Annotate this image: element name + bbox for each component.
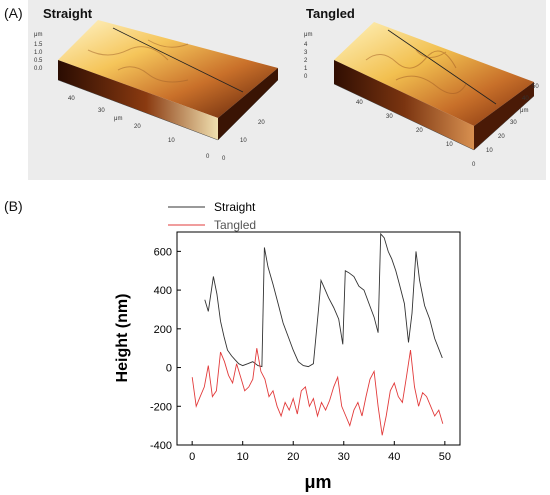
legend-label-tangled: Tangled — [214, 218, 256, 232]
afm-right-x-tick: 10 — [446, 142, 453, 148]
afm-right-z-tick: 1 — [304, 66, 308, 72]
afm-tangled-texture — [365, 49, 467, 94]
afm-left-y-tick: 10 — [240, 138, 247, 144]
y-tick-label: 600 — [154, 246, 172, 258]
legend-label-straight: Straight — [214, 200, 256, 214]
afm-tangled-profile-line — [387, 29, 497, 105]
x-tick-label: 30 — [338, 451, 350, 463]
afm-left-x-tick: 40 — [68, 96, 75, 102]
afm-straight-profile-line — [112, 27, 244, 93]
afm-right-y-tick: 20 — [498, 134, 505, 140]
afm-left-x-tick: 10 — [168, 138, 175, 144]
afm-right-z-tick: 0 — [304, 74, 308, 80]
afm-left-z-tick: 1.5 — [34, 42, 43, 48]
y-tick-label: -200 — [150, 401, 172, 413]
afm-images-panel: μm 1.5 1.0 0.5 0.0 40 30 μm 20 10 0 0 10… — [28, 0, 546, 180]
afm-left-x-tick: 30 — [98, 108, 105, 114]
afm-left-x-unit: μm — [114, 116, 122, 122]
y-tick-label: -400 — [150, 440, 172, 452]
afm-tangled-title: Tangled — [306, 6, 355, 21]
y-axis: -400 -200 0 200 400 600 — [150, 246, 181, 452]
y-tick-label: 400 — [154, 285, 172, 297]
afm-left-z-tick: 0.5 — [34, 58, 43, 64]
afm-right-z-tick: 3 — [304, 50, 308, 56]
afm-left-z-tick: 0.0 — [34, 66, 43, 72]
panel-a-label: (A) — [4, 5, 23, 21]
afm-straight-title: Straight — [43, 6, 93, 21]
height-profile-chart: Straight Tangled 0 10 20 30 40 50 -400 -200 0 20… — [114, 200, 461, 492]
afm-right-x-tick: 40 — [356, 100, 363, 106]
series-line-straight — [204, 232, 443, 368]
afm-tangled-surface — [334, 22, 534, 126]
series-line-tangled — [191, 348, 444, 436]
afm-right-z-tick: 2 — [304, 58, 308, 64]
afm-right-y-tick: 50 — [532, 84, 539, 90]
afm-straight-side — [58, 60, 218, 140]
afm-straight-image: μm 1.5 1.0 0.5 0.0 40 30 μm 20 10 0 0 10… — [34, 20, 279, 162]
afm-left-y-tick: 0 — [222, 156, 226, 162]
afm-straight-texture — [87, 39, 189, 83]
afm-left-y-tick: 20 — [258, 120, 265, 126]
afm-tangled-side — [334, 60, 474, 150]
afm-right-y-tick: 40 — [522, 96, 529, 102]
afm-right-x-tick: 20 — [416, 128, 423, 134]
afm-left-z-tick: 1.0 — [34, 50, 43, 56]
legend: Straight Tangled — [168, 200, 256, 232]
afm-right-y-tick: 0 — [472, 162, 476, 168]
afm-tangled-image: μm 4 3 2 1 0 40 30 20 10 0 10 20 30 μm 4… — [304, 22, 539, 168]
y-axis-title: Height (nm) — [114, 294, 131, 383]
x-axis-title: μm — [304, 472, 331, 492]
x-tick-label: 0 — [189, 451, 195, 463]
x-tick-label: 20 — [287, 451, 299, 463]
afm-right-y-tick: 30 — [510, 120, 517, 126]
plot-frame — [176, 231, 461, 446]
series-group — [191, 232, 444, 436]
x-tick-label: 40 — [388, 451, 400, 463]
x-tick-label: 50 — [439, 451, 451, 463]
afm-straight-edge — [218, 68, 278, 140]
x-tick-label: 10 — [237, 451, 249, 463]
y-tick-label: 200 — [154, 324, 172, 336]
afm-right-x-tick: 30 — [386, 114, 393, 120]
afm-straight-surface — [58, 20, 278, 118]
afm-right-z-unit: μm — [304, 32, 312, 38]
panel-b-label: (B) — [4, 198, 23, 214]
afm-right-y-unit: μm — [520, 108, 528, 114]
afm-right-z-tick: 4 — [304, 42, 308, 48]
afm-left-x-tick: 20 — [134, 124, 141, 130]
y-tick-label: 0 — [166, 363, 172, 375]
afm-tangled-edge — [474, 82, 534, 150]
afm-right-y-tick: 10 — [486, 148, 493, 154]
afm-left-z-unit: μm — [34, 32, 42, 38]
x-axis: 0 10 20 30 40 50 — [189, 441, 451, 463]
afm-left-x-tick: 0 — [206, 154, 210, 160]
